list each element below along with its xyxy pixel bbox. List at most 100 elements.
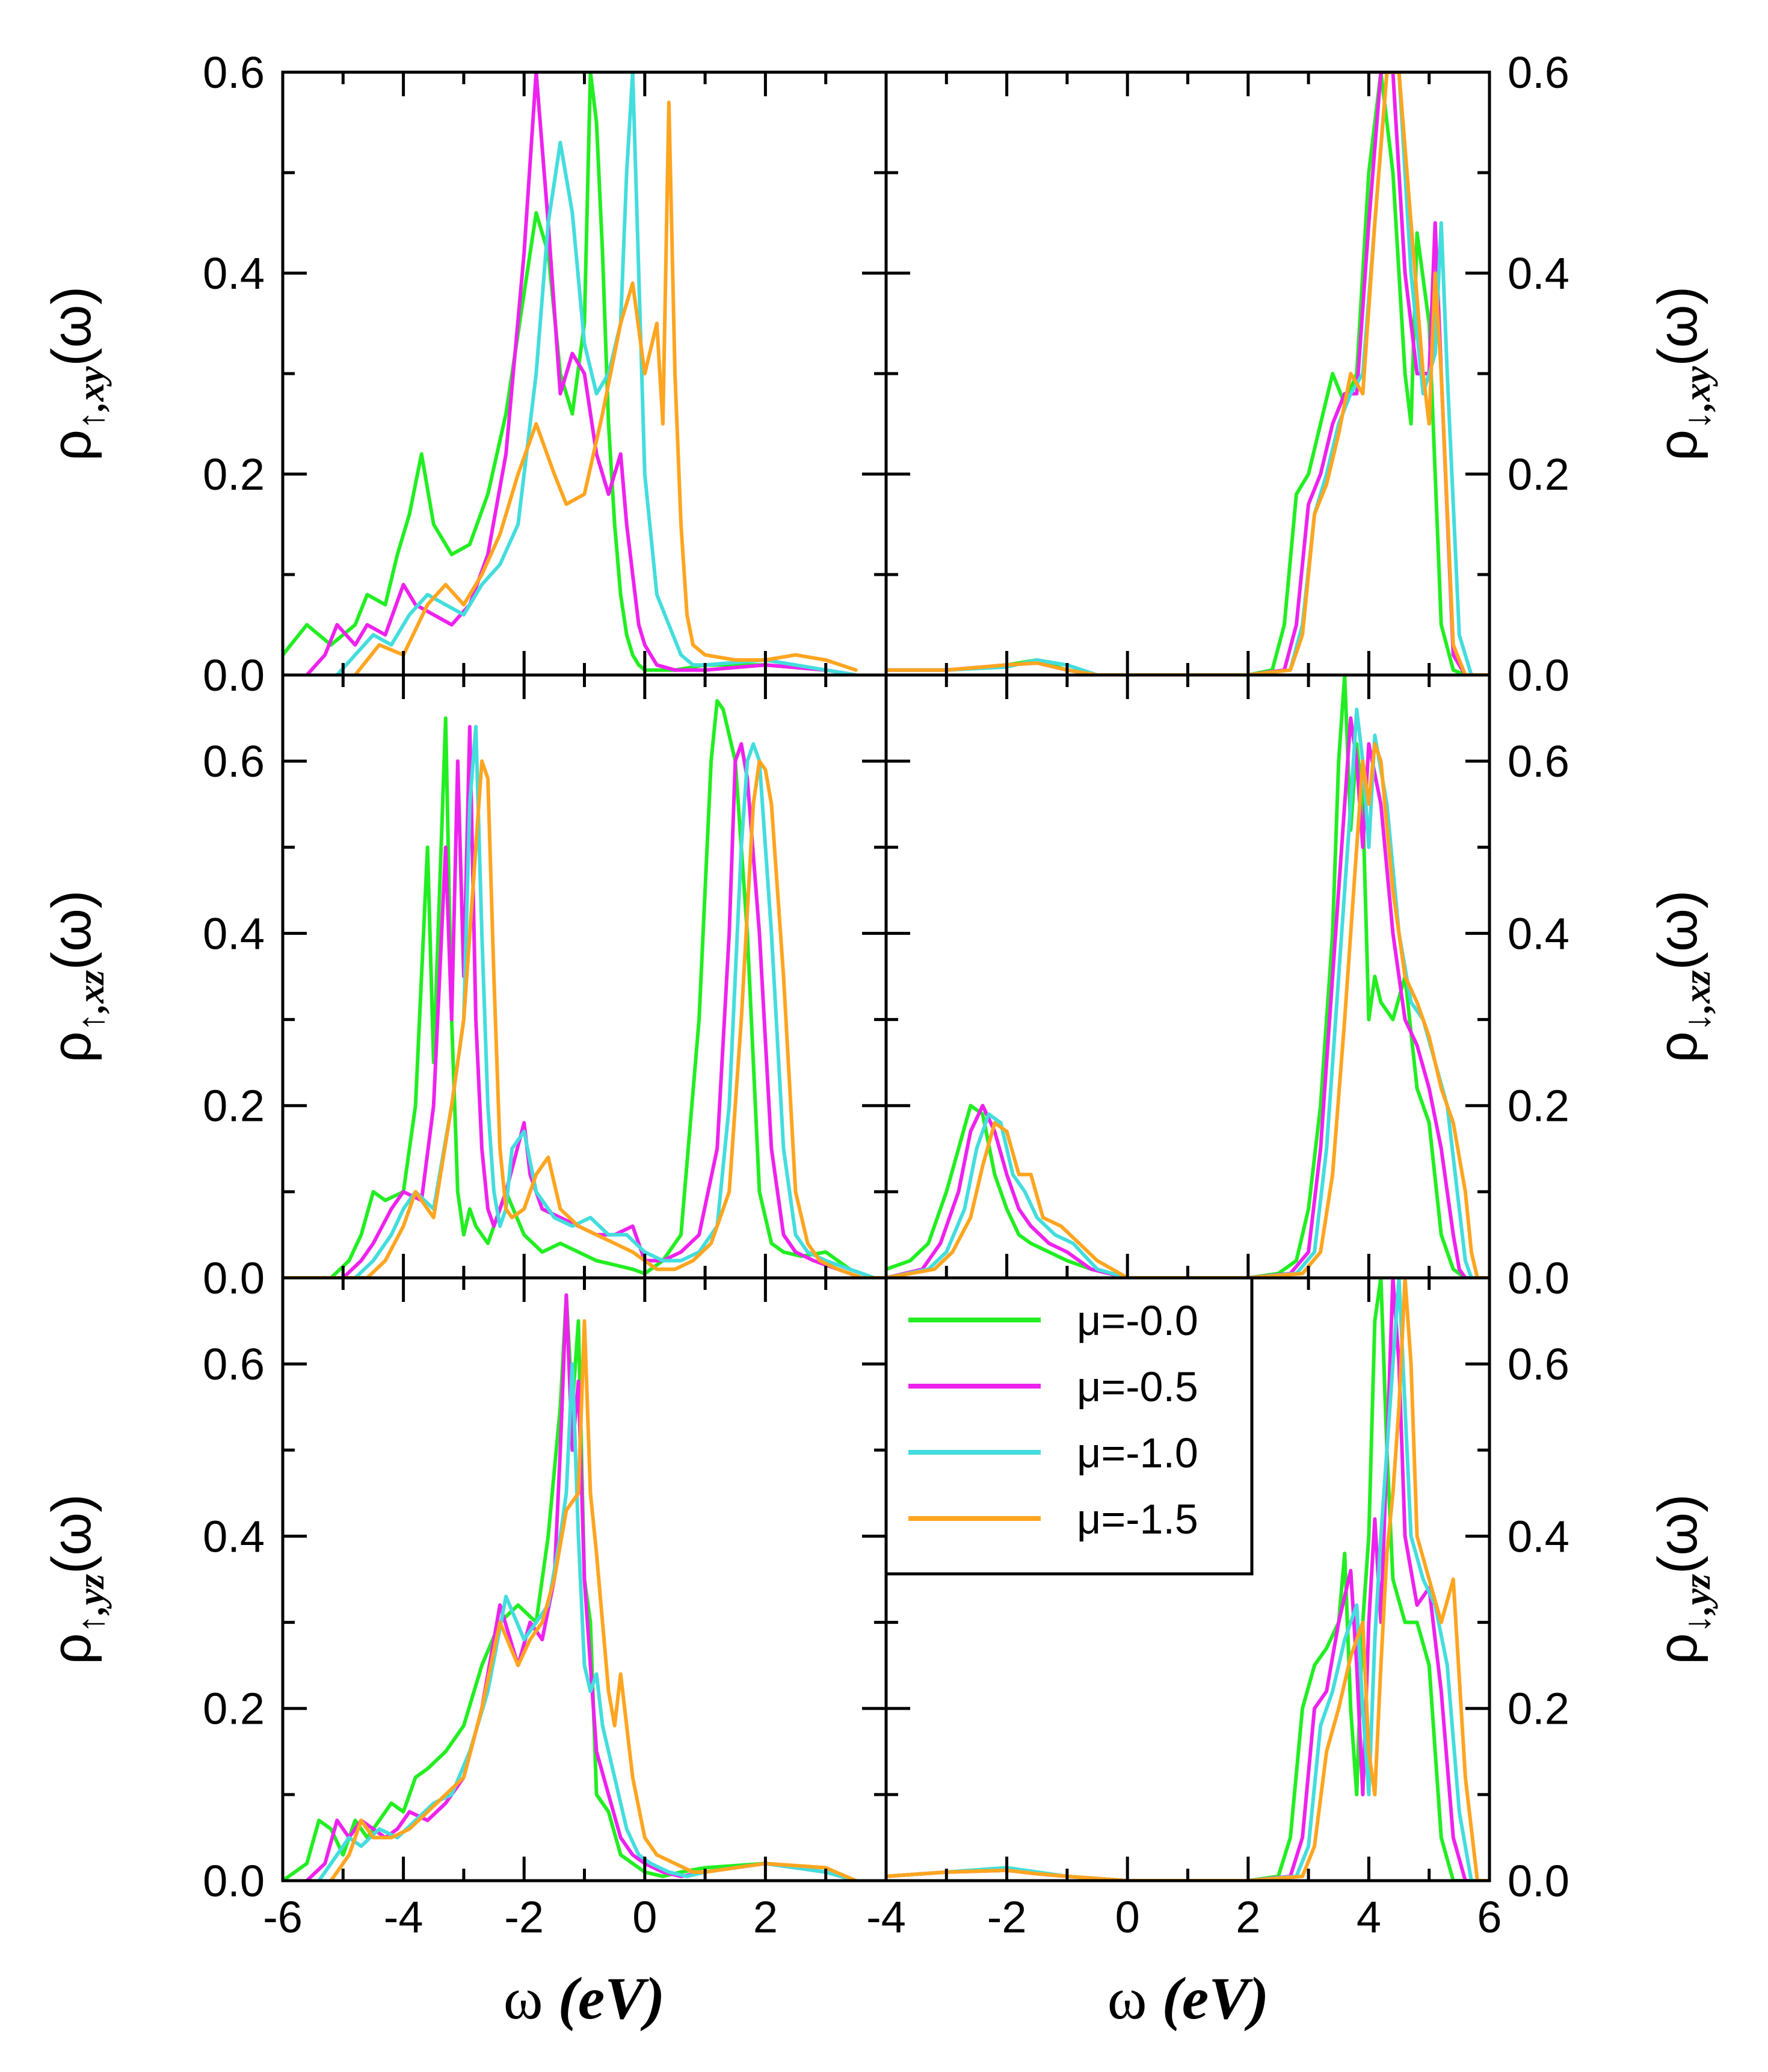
y-tick-label-right: 0.0 <box>1508 1856 1569 1906</box>
y-axis-label-right-1: ρ↓,xz(ω) <box>1647 890 1718 1062</box>
y-label-orbital: ,xy <box>1677 366 1718 412</box>
y-tick-label-right: 0.6 <box>1508 48 1569 97</box>
y-tick-label-right: 0.4 <box>1508 1511 1569 1561</box>
y-label-spin-arrow: ↑ <box>71 1013 112 1031</box>
y-label-omega: (ω) <box>1647 1494 1708 1574</box>
y-tick-label-left: 0.6 <box>203 1339 265 1389</box>
panel-up-xz <box>283 698 886 1278</box>
legend-label: μ=-1.5 <box>1077 1496 1198 1543</box>
legend-label: μ=-0.5 <box>1077 1363 1198 1410</box>
y-tick-label-left: 0.0 <box>203 1856 265 1906</box>
plot-layer: 0.0 0.0 0.2 0.2 0.4 0.4 0.6 0.6 0.0 0.0 0.2 0.2 0.4 0… <box>41 48 1718 2032</box>
y-axis-label-right-0: ρ↓,xy(ω) <box>1647 286 1718 461</box>
y-label-omega: (ω) <box>41 890 102 970</box>
series-line-down-xy-1 <box>886 72 1489 675</box>
y-tick-label-right: 0.2 <box>1508 1081 1569 1131</box>
y-label-orbital: ,yz <box>1677 1574 1718 1615</box>
y-label-omega: (ω) <box>41 286 102 366</box>
y-tick-label-left: 0.4 <box>203 248 265 298</box>
legend: μ=-0.0 μ=-0.5 μ=-1.0 μ=-1.5 <box>884 1276 1254 1576</box>
series-line-up-xy-3 <box>353 100 858 675</box>
y-tick-label-right: 0.4 <box>1508 908 1569 958</box>
x-tick-label-right: 0 <box>1115 1892 1140 1942</box>
x-tick-label-left: 2 <box>753 1892 778 1942</box>
y-label-orbital: ,xy <box>71 366 112 412</box>
panel-down-xy <box>886 72 1489 675</box>
x-tick-label-right: 6 <box>1477 1892 1502 1942</box>
x-tick-label-left: -6 <box>263 1892 303 1942</box>
x-axis-label-right: ω (eV) <box>1107 1965 1269 2032</box>
x-tick-label-right: 2 <box>1236 1892 1260 1942</box>
legend-label: μ=-1.0 <box>1077 1429 1198 1476</box>
y-tick-label-right: 0.0 <box>1508 650 1569 700</box>
y-tick-label-right: 0.2 <box>1508 1684 1569 1734</box>
series-line-up-xz-1 <box>283 724 886 1278</box>
y-tick-label-right: 0.6 <box>1508 1339 1569 1389</box>
y-label-orbital: ,yz <box>71 1574 112 1615</box>
series-line-up-xz-0 <box>283 698 886 1278</box>
x-axis-space <box>1147 1965 1162 2032</box>
y-label-omega: (ω) <box>1647 890 1708 970</box>
x-tick-label-left: -2 <box>504 1892 544 1942</box>
y-tick-label-left: 0.2 <box>203 1684 265 1734</box>
y-label-base: ρ <box>41 1031 102 1062</box>
y-tick-label-left: 0.2 <box>203 449 265 499</box>
y-label-base: ρ <box>1647 1031 1708 1062</box>
series-line-up-xy-0 <box>283 72 858 675</box>
y-tick-label-left: 0.0 <box>203 1253 265 1303</box>
panel-up-yz <box>283 1293 858 1881</box>
x-axis-unit: (eV) <box>558 1965 665 2032</box>
x-axis-label-left: ω (eV) <box>504 1965 665 2032</box>
y-tick-label-right: 0.2 <box>1508 449 1569 499</box>
y-tick-label-left: 0.4 <box>203 1511 265 1561</box>
y-label-spin-arrow: ↓ <box>1677 1614 1718 1633</box>
y-label-orbital: ,xz <box>1677 970 1718 1014</box>
series-line-up-xy-2 <box>335 72 858 675</box>
y-axis-label-right-2: ρ↓,yz(ω) <box>1647 1494 1718 1665</box>
x-tick-label-left: -4 <box>384 1892 424 1942</box>
y-label-spin-arrow: ↑ <box>71 411 112 430</box>
y-label-spin-arrow: ↓ <box>1677 411 1718 430</box>
series-line-down-yz-3 <box>886 1278 1489 1881</box>
x-tick-label-right: 4 <box>1357 1892 1381 1942</box>
series-line-down-xz-3 <box>886 742 1489 1278</box>
y-label-omega: (ω) <box>1647 286 1708 366</box>
y-axis-label-left-0: ρ↑,xy(ω) <box>41 286 112 461</box>
y-label-spin-arrow: ↑ <box>71 1614 112 1633</box>
y-tick-label-left: 0.6 <box>203 736 265 786</box>
x-axis-symbol: ω <box>504 1965 543 2032</box>
series-line-up-xy-1 <box>305 72 858 675</box>
x-tick-label-left: 0 <box>632 1892 657 1942</box>
y-label-orbital: ,xz <box>71 970 112 1014</box>
y-tick-label-right: 0.4 <box>1508 248 1569 298</box>
series-line-up-yz-3 <box>329 1319 858 1881</box>
y-label-omega: (ω) <box>41 1494 102 1574</box>
x-tick-label-left: -4 <box>866 1892 906 1942</box>
y-tick-label-left: 0.2 <box>203 1081 265 1131</box>
y-tick-label-right: 0.0 <box>1508 1253 1569 1303</box>
y-tick-label-left: 0.0 <box>203 650 265 700</box>
legend-box <box>884 1276 1254 1576</box>
y-label-base: ρ <box>1647 1633 1708 1664</box>
x-axis-space <box>543 1965 558 2032</box>
y-axis-label-left-2: ρ↑,yz(ω) <box>41 1494 112 1665</box>
x-tick-label-right: -2 <box>987 1892 1027 1942</box>
panel-up-xy <box>283 72 858 675</box>
series-line-up-yz-0 <box>283 1293 858 1881</box>
y-label-spin-arrow: ↓ <box>1677 1013 1718 1031</box>
y-tick-label-left: 0.4 <box>203 908 265 958</box>
legend-label: μ=-0.0 <box>1077 1297 1198 1344</box>
panel-down-yz <box>886 1278 1489 1881</box>
y-axis-label-left-1: ρ↑,xz(ω) <box>41 890 112 1062</box>
y-label-base: ρ <box>41 430 102 461</box>
y-label-base: ρ <box>41 1633 102 1664</box>
series-line-up-xz-3 <box>283 759 886 1278</box>
x-axis-symbol: ω <box>1107 1965 1147 2032</box>
y-label-base: ρ <box>1647 430 1708 461</box>
panel-down-xz <box>886 675 1489 1278</box>
y-tick-label-right: 0.6 <box>1508 736 1569 786</box>
y-tick-label-left: 0.6 <box>203 48 265 97</box>
x-axis-unit: (eV) <box>1162 1965 1269 2032</box>
series-line-down-xy-3 <box>886 72 1489 675</box>
